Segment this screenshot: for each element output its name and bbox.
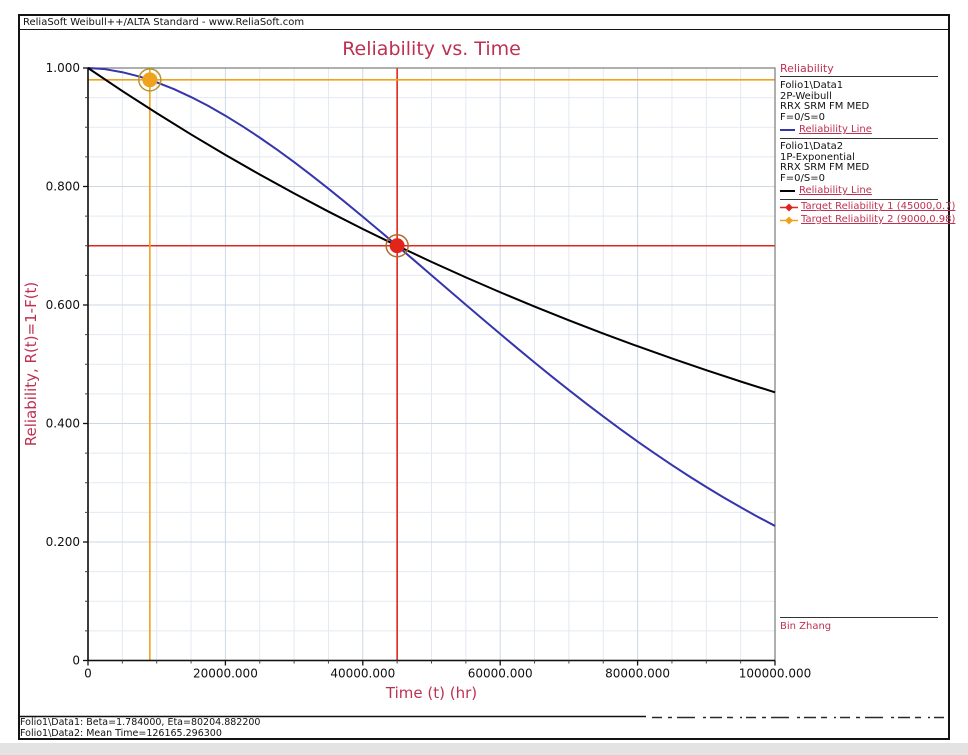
legend-entry-reliability-line-1: Reliability Line: [780, 124, 938, 136]
red-target-marker-icon: [780, 203, 798, 212]
legend-group-data2: Folio1\Data2 1P-Exponential RRX SRM FM M…: [780, 141, 938, 201]
legend-method: RRX SRM FM MED: [780, 101, 870, 113]
legend-entry-reliability-line-2: Reliability Line: [780, 185, 938, 197]
x-axis-label: Time (t) (hr): [385, 684, 478, 702]
legend-model-name: 2P-Weibull: [780, 90, 832, 102]
legend-target-label: Target Reliability 1 (45000,0.7): [801, 201, 956, 213]
legend-fs-count: F=0/S=0: [780, 172, 825, 184]
y-axis-label: Reliability, R(t)=1-F(t): [22, 281, 40, 447]
footer-line-1: Folio1\Data1: Beta=1.784000, Eta=80204.8…: [20, 717, 261, 728]
analyst-name: Bin Zhang: [780, 621, 832, 632]
footer-line-2: Folio1\Data2: Mean Time=126165.296300: [20, 728, 222, 739]
chart-title: Reliability vs. Time: [342, 38, 521, 60]
legend-target-2: Target Reliability 2 (9000,0.98): [780, 214, 955, 225]
analyst-block: Bin Zhang: [780, 617, 938, 632]
legend-header: Reliability: [780, 63, 938, 78]
legend-model-name: 1P-Exponential: [780, 151, 855, 163]
legend-target-label: Target Reliability 2 (9000,0.98): [801, 213, 956, 225]
legend-fs-count: F=0/S=0: [780, 111, 825, 123]
background-strip: [0, 743, 968, 755]
legend-entry-label: Reliability Line: [799, 124, 872, 136]
orange-target-marker-icon: [780, 216, 798, 225]
footer-info: Folio1\Data1: Beta=1.784000, Eta=80204.8…: [20, 717, 260, 739]
titlebar-text: ReliaSoft Weibull++/ALTA Standard - www.…: [23, 17, 305, 28]
legend-target-1: Target Reliability 1 (45000,0.7): [780, 202, 955, 212]
legend-dataset-name: Folio1\Data2: [780, 141, 844, 153]
legend-entry-label: Reliability Line: [799, 185, 872, 197]
legend-method: RRX SRM FM MED: [780, 162, 870, 174]
legend-panel: Reliability Folio1\Data1 2P-Weibull RRX …: [780, 63, 955, 225]
titlebar: ReliaSoft Weibull++/ALTA Standard - www.…: [20, 16, 948, 30]
legend-dataset-name: Folio1\Data1: [780, 80, 844, 92]
legend-group-data1: Folio1\Data1 2P-Weibull RRX SRM FM MED F…: [780, 80, 938, 140]
blue-line-swatch: [780, 129, 795, 132]
black-line-swatch: [780, 190, 795, 193]
